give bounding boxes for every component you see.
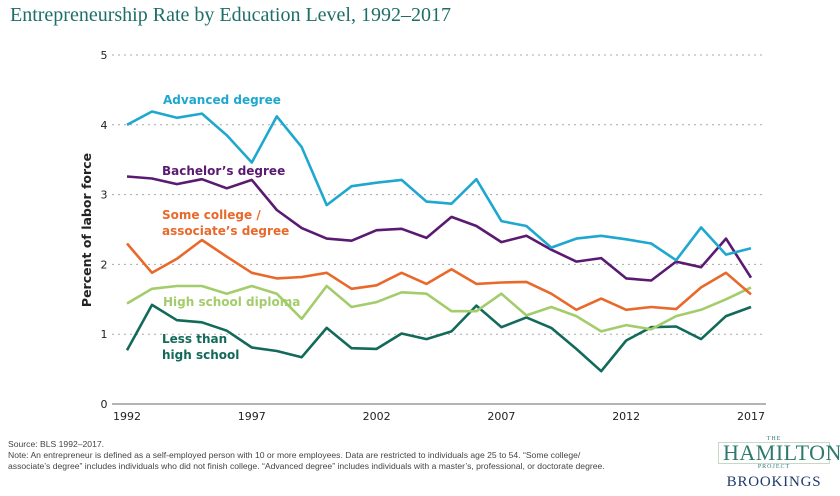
x-tick-label: 2007: [487, 410, 515, 423]
series-label-line: high school: [162, 348, 239, 362]
series-line-high-school-diploma: [126, 284, 752, 333]
series-label: Some college / associate’s degree: [162, 208, 289, 238]
series-line-some-college-associate-s-degree: [126, 238, 752, 312]
x-tick-label: 1992: [113, 410, 141, 423]
x-axis-ticks: 1992 1997 2002 2007 2012 2017: [113, 410, 765, 423]
y-tick-label: 0: [101, 398, 108, 411]
logo-the-text: THE: [766, 436, 782, 442]
series-label-line: Bachelor’s degree: [162, 164, 285, 178]
x-tick-label: 2017: [737, 410, 765, 423]
y-tick-label: 3: [101, 189, 108, 202]
logo-hamilton-text: HAMILTON: [723, 440, 840, 465]
y-tick-label: 2: [101, 258, 108, 271]
series-label-line: Less than: [162, 332, 227, 346]
series-label-line: Advanced degree: [163, 93, 281, 107]
series-label: Bachelor’s degree: [162, 164, 285, 178]
series-label-line: Some college /: [162, 208, 261, 222]
series-line-bachelor-s-degree: [126, 175, 753, 282]
x-tick-label: 2002: [363, 410, 391, 423]
note-text-line-1: Note: An entrepreneur is defined as a se…: [8, 450, 581, 460]
series-labels: Advanced degree Bachelor’s degree Some col…: [162, 93, 300, 362]
x-tick-label: 1997: [238, 410, 266, 423]
footer-notes: Source: BLS 1992–2017. Note: An entrepre…: [8, 439, 605, 472]
note-text-line-2: associate’s degree” includes individuals…: [8, 461, 605, 471]
series-line-advanced-degree: [126, 110, 752, 262]
series-label: High school diploma: [163, 295, 300, 309]
y-axis-ticks: 0 1 2 3 4 5: [101, 49, 108, 411]
y-tick-label: 5: [101, 49, 108, 62]
series-label-line: High school diploma: [163, 295, 300, 309]
y-tick-label: 1: [101, 328, 108, 341]
logo-project-text: PROJECT: [757, 464, 791, 470]
series-label: Advanced degree: [163, 93, 281, 107]
gridlines: [112, 54, 766, 405]
chart-title: Entrepreneurship Rate by Education Level…: [10, 4, 451, 26]
logo-brookings-text: BROOKINGS: [726, 474, 822, 490]
x-tick-label: 2012: [612, 410, 640, 423]
y-axis-label: Percent of labor force: [79, 153, 94, 307]
series-lines: [125, 110, 753, 373]
series-label: Less than high school: [162, 332, 239, 362]
hamilton-project-brookings-logo: THE HAMILTON PROJECT BROOKINGS: [718, 436, 840, 491]
logo-box: HAMILTON: [718, 440, 840, 465]
source-text: Source: BLS 1992–2017.: [8, 439, 105, 449]
y-tick-label: 4: [101, 119, 108, 132]
series-label-line: associate’s degree: [162, 224, 289, 238]
